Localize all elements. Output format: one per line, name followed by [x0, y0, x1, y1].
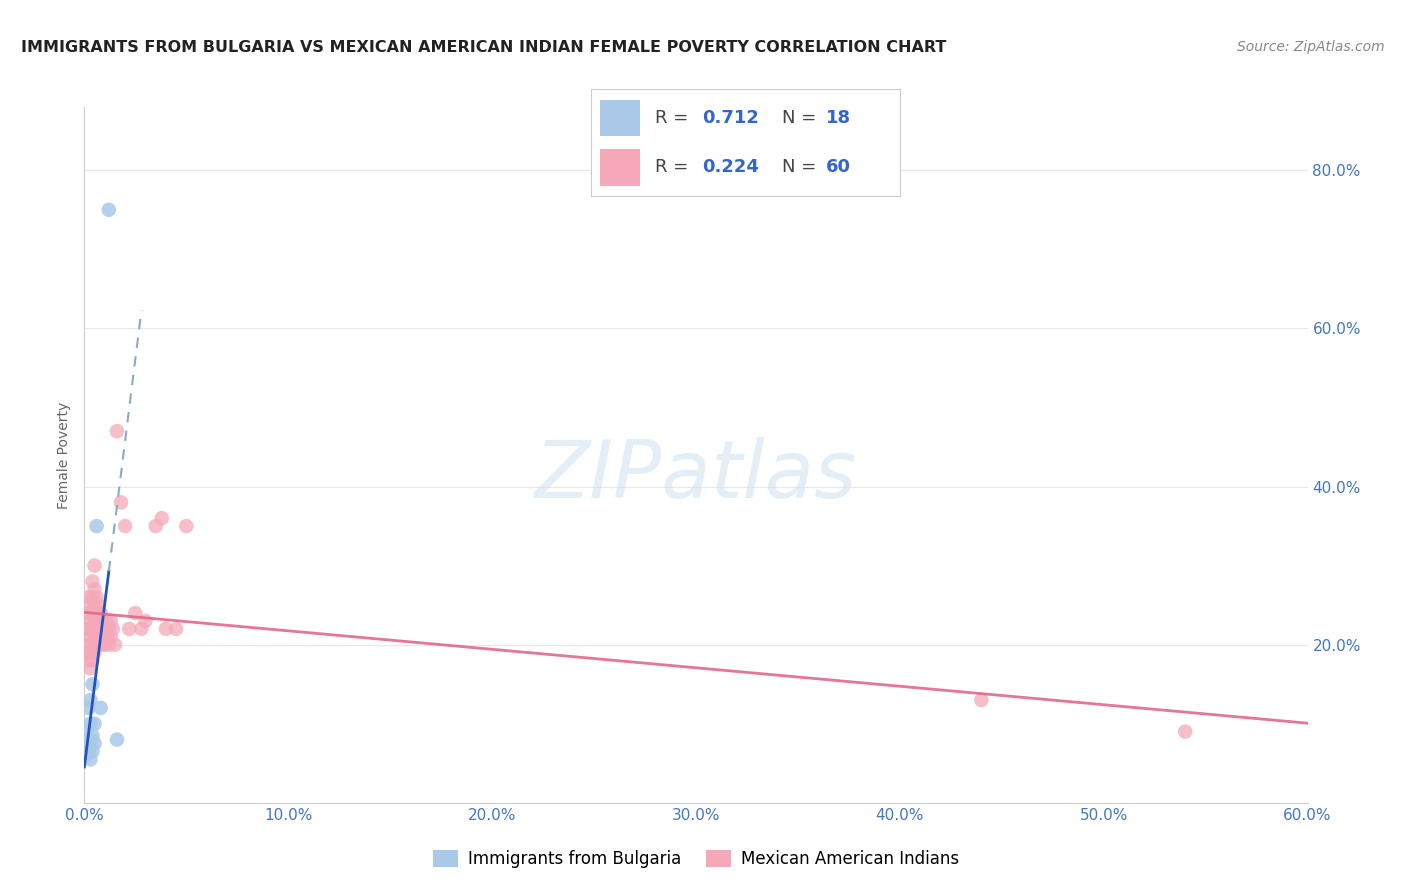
Point	[86, 622, 108, 636]
Bar	[600, 100, 640, 136]
Point	[105, 424, 128, 438]
Point	[90, 701, 112, 715]
Point	[82, 622, 104, 636]
Point	[93, 622, 115, 636]
Text: N =: N =	[782, 159, 823, 177]
Text: N =: N =	[782, 109, 823, 127]
Point	[79, 661, 101, 675]
Point	[90, 622, 112, 636]
Point	[93, 638, 115, 652]
Point	[79, 732, 101, 747]
Point	[82, 744, 104, 758]
Bar	[600, 149, 640, 186]
Point	[79, 693, 101, 707]
Point	[79, 598, 101, 612]
Point	[77, 591, 100, 605]
Point	[1174, 724, 1197, 739]
Point	[83, 646, 105, 660]
Point	[105, 732, 128, 747]
Point	[145, 519, 167, 533]
Point	[124, 606, 146, 620]
Point	[110, 495, 132, 509]
Point	[77, 653, 100, 667]
Point	[83, 558, 105, 573]
Point	[150, 511, 173, 525]
Point	[75, 622, 97, 636]
Text: R =: R =	[655, 159, 695, 177]
Point	[79, 630, 101, 644]
Point	[101, 622, 124, 636]
Point	[83, 716, 105, 731]
Point	[82, 677, 104, 691]
Point	[82, 591, 104, 605]
Point	[96, 614, 118, 628]
Point	[91, 630, 114, 644]
Point	[82, 653, 104, 667]
Point	[135, 614, 157, 628]
Point	[82, 638, 104, 652]
Point	[75, 748, 97, 763]
Point	[83, 598, 105, 612]
Point	[90, 606, 112, 620]
Point	[165, 622, 187, 636]
Point	[77, 606, 100, 620]
Text: ZIPatlas: ZIPatlas	[534, 437, 858, 515]
Point	[90, 638, 112, 652]
Point	[79, 752, 101, 766]
Point	[83, 614, 105, 628]
Point	[86, 591, 108, 605]
Point	[100, 630, 122, 644]
Text: IMMIGRANTS FROM BULGARIA VS MEXICAN AMERICAN INDIAN FEMALE POVERTY CORRELATION C: IMMIGRANTS FROM BULGARIA VS MEXICAN AMER…	[21, 40, 946, 55]
Point	[100, 614, 122, 628]
Text: 0.712: 0.712	[702, 109, 759, 127]
Point	[970, 693, 993, 707]
Point	[77, 638, 100, 652]
Point	[104, 638, 127, 652]
Point	[97, 638, 120, 652]
Text: 0.224: 0.224	[702, 159, 759, 177]
Text: 18: 18	[825, 109, 851, 127]
Point	[155, 622, 177, 636]
Point	[131, 622, 153, 636]
Point	[87, 614, 110, 628]
Point	[75, 646, 97, 660]
Text: 60: 60	[825, 159, 851, 177]
Point	[77, 737, 100, 751]
Point	[96, 630, 118, 644]
Point	[86, 519, 108, 533]
Point	[77, 744, 100, 758]
Text: Source: ZipAtlas.com: Source: ZipAtlas.com	[1237, 40, 1385, 54]
Point	[97, 622, 120, 636]
Point	[83, 582, 105, 597]
Point	[86, 606, 108, 620]
Point	[91, 614, 114, 628]
Point	[82, 729, 104, 743]
Point	[114, 519, 136, 533]
Y-axis label: Female Poverty: Female Poverty	[58, 401, 72, 508]
Point	[82, 574, 104, 589]
Point	[79, 614, 101, 628]
Point	[97, 202, 120, 217]
Text: R =: R =	[655, 109, 695, 127]
Point	[83, 737, 105, 751]
Point	[79, 646, 101, 660]
Point	[86, 638, 108, 652]
Point	[118, 622, 141, 636]
Point	[174, 519, 197, 533]
Point	[82, 606, 104, 620]
Point	[77, 622, 100, 636]
Point	[79, 716, 101, 731]
Point	[77, 701, 100, 715]
Point	[87, 598, 110, 612]
Point	[87, 630, 110, 644]
Point	[75, 724, 97, 739]
Point	[83, 630, 105, 644]
Legend: Immigrants from Bulgaria, Mexican American Indians: Immigrants from Bulgaria, Mexican Americ…	[426, 843, 966, 874]
